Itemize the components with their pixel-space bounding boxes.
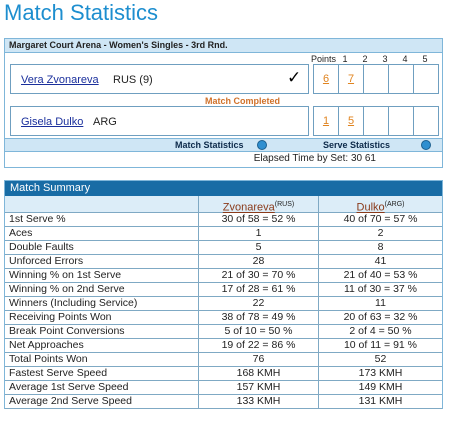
summary-cell: 52 [318, 353, 442, 367]
set-score[interactable]: 7 [347, 73, 355, 85]
set-cell: 6 [314, 65, 339, 93]
set-cell [364, 107, 389, 135]
summary-cell: Break Point Conversions [5, 325, 198, 339]
summary-cell: 76 [198, 353, 318, 367]
player-column-name[interactable]: Dulko [356, 201, 385, 214]
summary-cell: 5 of 10 = 50 % [198, 325, 318, 339]
set-cell [389, 107, 414, 135]
set-label: 3 [382, 54, 388, 64]
set-cell [414, 65, 439, 93]
player-country: ARG [93, 116, 117, 128]
set-label: 5 [422, 54, 428, 64]
summary-cell: 149 KMH [318, 381, 442, 395]
set-label: 2 [362, 54, 368, 64]
elapsed-time: 30 [350, 153, 363, 164]
set-label: 4 [402, 54, 408, 64]
summary-cell: 173 KMH [318, 367, 442, 381]
summary-header [5, 196, 442, 213]
summary-cell: Average 1st Serve Speed [5, 381, 198, 395]
summary-cell: 28 [198, 255, 318, 269]
page-title: Match Statistics [4, 0, 159, 25]
summary-cell: 21 of 40 = 53 % [318, 269, 442, 283]
points-label: Points [311, 54, 337, 64]
set-score[interactable]: 5 [347, 115, 355, 127]
player-name[interactable]: Gisela Dulko [21, 116, 84, 128]
summary-title: Match Summary [5, 181, 442, 196]
summary-cell: 11 [318, 297, 442, 311]
player-country: RUS (9) [113, 74, 153, 86]
summary-cell: Net Approaches [5, 339, 198, 353]
summary-cell: 41 [318, 255, 442, 269]
set-score[interactable]: 1 [322, 115, 330, 127]
set-cell [389, 65, 414, 93]
summary-cell: 11 of 30 = 37 % [318, 283, 442, 297]
summary-cell: 21 of 30 = 70 % [198, 269, 318, 283]
summary-cell: 133 KMH [198, 395, 318, 409]
summary-cell: Unforced Errors [5, 255, 198, 269]
summary-cell: Winners (Including Service) [5, 297, 198, 311]
summary-cell: 131 KMH [318, 395, 442, 409]
summary-cell: 1 [198, 227, 318, 241]
set-label: 1 [342, 54, 348, 64]
scoreboard: Margaret Court Arena - Women's Singles -… [4, 38, 443, 168]
link-icon [257, 140, 267, 150]
summary-cell: 20 of 63 = 32 % [318, 311, 442, 325]
player-header: Dulko(ARG) [318, 196, 442, 214]
summary-cell: Average 2nd Serve Speed [5, 395, 198, 409]
summary-cell: 2 [318, 227, 442, 241]
summary-cell: Fastest Serve Speed [5, 367, 198, 381]
match-status: Match Completed [205, 96, 281, 106]
winner-mark: ✓ [287, 68, 302, 87]
summary-cell: 10 of 11 = 91 % [318, 339, 442, 353]
set-cell: 5 [339, 107, 364, 135]
summary-cell: 30 of 58 = 52 % [198, 213, 318, 227]
elapsed-label: Elapsed Time by Set: [253, 153, 349, 164]
player-box: Gisela Dulko ARG [10, 106, 309, 136]
summary-cell: 1st Serve % [5, 213, 198, 227]
stats-link[interactable]: Match Statistics [175, 140, 244, 150]
summary-cell: 17 of 28 = 61 % [198, 283, 318, 297]
set-cell: 1 [314, 107, 339, 135]
stats-link[interactable]: Serve Statistics [323, 140, 391, 150]
player-header: Zvonareva(RUS) [198, 196, 318, 214]
links-row: Match Statistics Serve Statistics [5, 138, 442, 152]
elapsed-row: Elapsed Time by Set: 30 61 [5, 152, 442, 167]
match-summary: Match Summary Zvonareva(RUS) Dulko(ARG) 1st… [4, 180, 443, 409]
player-name[interactable]: Vera Zvonareva [21, 74, 99, 86]
summary-cell: 8 [318, 241, 442, 255]
player-box: Vera Zvonareva RUS (9) ✓ [10, 64, 309, 94]
player-column-country: (RUS) [274, 201, 295, 208]
scoreboard-header: Margaret Court Arena - Women's Singles -… [5, 39, 442, 53]
summary-cell: 38 of 78 = 49 % [198, 311, 318, 325]
summary-cell: Aces [5, 227, 198, 241]
summary-cell: Winning % on 1st Serve [5, 269, 198, 283]
summary-cell: 168 KMH [198, 367, 318, 381]
player-column-country: (ARG) [384, 201, 405, 208]
link-icon [421, 140, 431, 150]
summary-cell: 5 [198, 241, 318, 255]
player-column-name[interactable]: Zvonareva [222, 201, 275, 214]
summary-cell: 40 of 70 = 57 % [318, 213, 442, 227]
summary-cell: Total Points Won [5, 353, 198, 367]
set-score[interactable]: 6 [322, 73, 330, 85]
summary-cell: 157 KMH [198, 381, 318, 395]
summary-cell: 2 of 4 = 50 % [318, 325, 442, 339]
set-cell: 7 [339, 65, 364, 93]
summary-cell: Receiving Points Won [5, 311, 198, 325]
set-cell [364, 65, 389, 93]
summary-cell: Double Faults [5, 241, 198, 255]
elapsed-time: 61 [364, 153, 376, 164]
summary-cell: 19 of 22 = 86 % [198, 339, 318, 353]
summary-cell: Winning % on 2nd Serve [5, 283, 198, 297]
summary-cell: 22 [198, 297, 318, 311]
set-cell [414, 107, 439, 135]
